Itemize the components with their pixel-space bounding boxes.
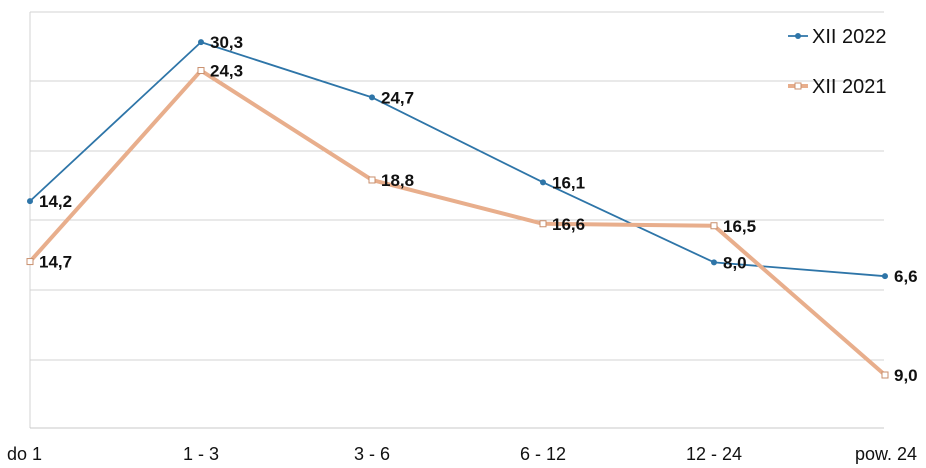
legend-label: XII 2022 <box>812 26 887 48</box>
data-point <box>539 220 547 228</box>
x-tick-label: 3 - 6 <box>354 444 390 464</box>
data-label: 6,6 <box>894 267 918 286</box>
data-point <box>197 67 205 75</box>
x-tick-label: 12 - 24 <box>686 444 742 464</box>
legend-marker <box>794 82 802 90</box>
gridlines <box>30 11 884 361</box>
data-point <box>368 176 376 184</box>
data-label: 18,8 <box>381 171 414 190</box>
data-point <box>881 371 889 379</box>
x-tick-label: do 1 <box>7 444 42 464</box>
series-layer: 14,2 30,3 24,7 16,1 8,0 6,6 14,7 24,3 18,8 16,6 16… <box>26 33 918 385</box>
series-1: 14,2 30,3 24,7 16,1 8,0 6,6 <box>27 33 918 286</box>
series-2: 14,7 24,3 18,8 16,6 16,5 9,0 <box>26 62 918 385</box>
data-point <box>540 179 546 186</box>
legend-label: XII 2021 <box>812 76 887 98</box>
data-label: 9,0 <box>894 366 918 385</box>
data-point <box>26 258 34 266</box>
data-point <box>711 259 717 266</box>
legend-marker <box>795 33 801 39</box>
data-point <box>198 39 204 46</box>
data-point <box>27 198 33 205</box>
legend-item: XII 2021 <box>788 76 887 98</box>
series-line <box>29 41 886 278</box>
series-line <box>28 68 887 377</box>
data-point <box>882 273 888 280</box>
x-axis: do 1 1 - 3 3 - 6 6 - 12 12 - 24 pow. 24 <box>7 12 917 464</box>
data-label: 16,5 <box>723 217 756 236</box>
data-label: 14,2 <box>39 192 72 211</box>
legend-item: XII 2022 <box>788 26 887 48</box>
data-label: 16,6 <box>552 215 585 234</box>
data-label: 24,3 <box>210 62 243 81</box>
data-point <box>369 94 375 101</box>
data-label: 30,3 <box>210 33 243 52</box>
x-tick-label: 6 - 12 <box>520 444 566 464</box>
legend: XII 2022 XII 2021 <box>788 26 887 98</box>
data-label: 14,7 <box>39 253 72 272</box>
data-point <box>710 222 718 230</box>
data-label: 24,7 <box>381 88 414 107</box>
data-label: 8,0 <box>723 253 747 272</box>
x-tick-label: pow. 24 <box>855 444 917 464</box>
data-label: 16,1 <box>552 173 585 192</box>
x-tick-label: 1 - 3 <box>183 444 219 464</box>
